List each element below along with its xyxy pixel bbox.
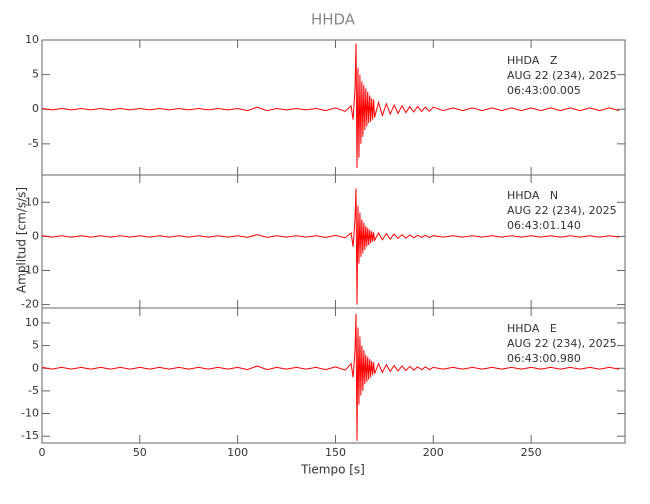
annotation: HHDA N [507, 189, 558, 202]
waveform [41, 43, 620, 169]
y-tick-label: -20 [21, 298, 39, 311]
annotation: AUG 22 (234), 2025 [507, 204, 617, 217]
annotation: 06:43:00.980 [507, 352, 581, 365]
y-tick-label: 0 [32, 361, 39, 374]
x-tick-label: 250 [521, 446, 542, 459]
annotation: AUG 22 (234), 2025 [507, 69, 617, 82]
y-tick-label: 10 [25, 33, 39, 46]
waveform [41, 313, 620, 441]
y-tick-label: 5 [32, 339, 39, 352]
annotation: 06:43:00.005 [507, 84, 581, 97]
y-tick-label: -5 [28, 384, 39, 397]
annotation: HHDA Z [507, 54, 558, 67]
waveform [41, 188, 620, 305]
y-tick-label: -10 [21, 407, 39, 420]
y-tick-label: 10 [25, 195, 39, 208]
x-tick-label: 200 [423, 446, 444, 459]
y-tick-label: -5 [28, 137, 39, 150]
y-tick-label: -10 [21, 263, 39, 276]
y-tick-label: 10 [25, 316, 39, 329]
x-axis-label: Tiempo [s] [300, 463, 365, 477]
y-tick-label: 0 [32, 102, 39, 115]
x-tick-label: 50 [133, 446, 147, 459]
annotation: HHDA E [507, 322, 557, 335]
chart-title: HHDA [311, 11, 356, 29]
x-tick-label: 150 [325, 446, 346, 459]
y-axis-label: Amplitud [cm/s/s] [15, 187, 29, 293]
x-tick-label: 0 [39, 446, 46, 459]
panel-frame [41, 307, 626, 444]
y-tick-label: 0 [32, 229, 39, 242]
annotation: 06:43:01.140 [507, 219, 581, 232]
y-tick-label: 5 [32, 68, 39, 81]
annotation: AUG 22 (234), 2025 [507, 337, 617, 350]
x-tick-label: 100 [227, 446, 248, 459]
y-tick-label: -15 [21, 429, 39, 442]
